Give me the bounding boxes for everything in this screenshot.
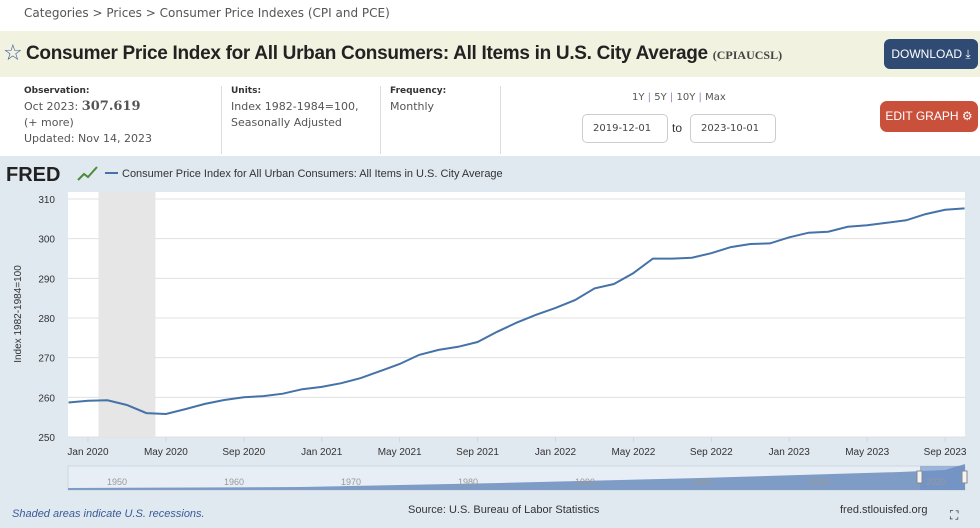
divider	[380, 86, 381, 154]
y-tick-label: 290	[38, 274, 55, 285]
series-title: Consumer Price Index for All Urban Consu…	[26, 43, 708, 64]
units-adjustment: Seasonally Adjusted	[231, 116, 342, 129]
navigator-label: 2020	[926, 477, 946, 487]
navigator-label: 2000	[692, 477, 712, 487]
divider	[221, 86, 222, 154]
breadcrumb-cpi-pce[interactable]: Consumer Price Indexes (CPI and PCE)	[159, 6, 390, 20]
navigator-label: 1970	[341, 477, 361, 487]
navigator-label: 1950	[107, 477, 127, 487]
star-icon[interactable]: ☆	[3, 41, 23, 66]
download-button[interactable]: DOWNLOAD ⤓	[884, 39, 978, 69]
x-tick-label: Sep 2021	[456, 447, 499, 458]
navigator-left-handle[interactable]	[916, 470, 923, 484]
y-axis-label: Index 1982-1984=100	[13, 265, 24, 363]
plot-area	[68, 192, 965, 437]
units-value: Index 1982-1984=100,	[231, 100, 359, 113]
units-label: Units:	[231, 86, 262, 96]
range-5y[interactable]: 5Y	[654, 92, 667, 103]
range-sep: |	[669, 92, 674, 103]
observation-value: 307.619	[81, 99, 141, 114]
recession-band	[98, 192, 156, 437]
range-sep: |	[698, 92, 702, 103]
range-1y[interactable]: 1Y	[632, 92, 645, 103]
divider	[500, 86, 501, 154]
observation-label: Observation:	[24, 86, 90, 96]
navigator-label: 1980	[458, 477, 478, 487]
frequency-value: Monthly	[390, 100, 435, 113]
series-line	[68, 207, 965, 416]
source-text: Source: U.S. Bureau of Labor Statistics	[408, 504, 600, 516]
legend-label: Consumer Price Index for All Urban Consu…	[122, 168, 503, 180]
navigator-selection[interactable]	[920, 466, 965, 490]
date-to-input[interactable]: 2023-10-01	[690, 114, 776, 143]
page-title: Consumer Price Index for All Urban Consu…	[26, 43, 878, 65]
x-tick-label: Jan 2020	[67, 447, 109, 458]
x-tick-label: Jan 2022	[535, 447, 577, 458]
y-tick-label: 280	[38, 314, 55, 325]
more-link[interactable]: (+ more)	[24, 116, 74, 129]
recession-note: Shaded areas indicate U.S. recessions.	[12, 508, 205, 520]
navigator-label: 2010	[809, 477, 829, 487]
units-block: Units: Index 1982-1984=100, Seasonally A…	[231, 86, 358, 131]
observation-date: Oct 2023:	[24, 100, 79, 113]
breadcrumb-categories[interactable]: Categories	[24, 6, 89, 20]
x-tick-label: Jan 2021	[301, 447, 343, 458]
navigator-label: 1960	[224, 477, 244, 487]
observation-block: Observation: Oct 2023: 307.619 (+ more) …	[24, 86, 152, 147]
breadcrumb: Categories > Prices > Consumer Price Ind…	[24, 6, 390, 20]
edit-graph-button[interactable]: EDIT GRAPH ⚙	[880, 101, 978, 132]
x-tick-label: Jan 2023	[769, 447, 811, 458]
range-10y[interactable]: 10Y	[676, 92, 696, 103]
y-tick-label: 310	[38, 195, 55, 206]
y-tick-label: 260	[38, 393, 55, 404]
breadcrumb-sep: >	[92, 6, 103, 20]
y-tick-label: 300	[38, 235, 55, 246]
range-selector: 1Y | 5Y | 10Y | Max	[632, 92, 726, 103]
site-link[interactable]: fred.stlouisfed.org	[840, 504, 927, 516]
range-max[interactable]: Max	[705, 92, 726, 103]
range-sep: |	[647, 92, 652, 103]
x-tick-label: Sep 2022	[690, 447, 733, 458]
breadcrumb-sep: >	[145, 6, 156, 20]
y-tick-label: 270	[38, 354, 55, 365]
x-tick-label: May 2023	[845, 447, 889, 458]
navigator-series	[68, 464, 965, 490]
fred-logo: FRED	[6, 164, 60, 186]
updated-date: Updated: Nov 14, 2023	[24, 132, 152, 145]
to-label: to	[672, 121, 683, 135]
frequency-label: Frequency:	[390, 86, 447, 96]
y-tick-label: 250	[38, 433, 55, 444]
series-id: (CPIAUCSL)	[712, 48, 783, 62]
frequency-block: Frequency: Monthly	[390, 86, 446, 115]
x-tick-label: May 2022	[611, 447, 655, 458]
title-bar: ☆ Consumer Price Index for All Urban Con…	[0, 31, 980, 77]
x-tick-label: May 2020	[144, 447, 188, 458]
x-tick-label: May 2021	[378, 447, 422, 458]
breadcrumb-prices[interactable]: Prices	[106, 6, 142, 20]
navigator-label: 1990	[575, 477, 595, 487]
x-tick-label: Sep 2020	[222, 447, 265, 458]
fullscreen-icon[interactable]: ⛶	[949, 508, 959, 522]
navigator-right-handle[interactable]	[961, 470, 968, 484]
fred-logo-icon	[77, 166, 98, 181]
x-tick-label: Sep 2023	[924, 447, 967, 458]
date-from-input[interactable]: 2019-12-01	[582, 114, 668, 143]
